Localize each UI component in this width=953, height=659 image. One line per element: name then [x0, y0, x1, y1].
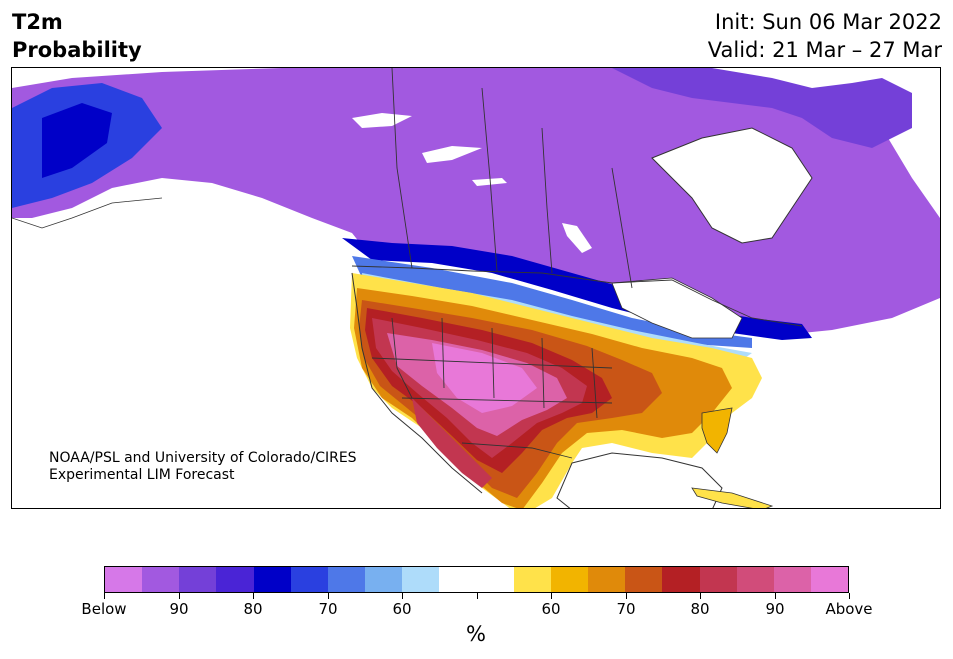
colorbar-swatch	[402, 567, 440, 592]
boundaries	[351, 68, 803, 459]
colorbar	[104, 566, 849, 593]
init-date: Init: Sun 06 Mar 2022	[714, 10, 942, 34]
colorbar-tick	[775, 593, 776, 599]
colorbar-swatch	[365, 567, 403, 592]
colorbar-tick-label: Below	[81, 600, 127, 618]
colorbar-swatch	[327, 567, 366, 592]
colorbar-swatch	[253, 567, 291, 592]
map-title: T2m Probability	[12, 8, 142, 64]
colorbar-tick	[402, 593, 403, 599]
quantity-label: Probability	[12, 38, 142, 62]
colorbar-swatch	[736, 567, 774, 592]
cuba	[691, 487, 774, 508]
colorbar-tick-label: 70	[318, 600, 338, 618]
map-canvas	[12, 68, 940, 508]
colorbar-swatch	[105, 567, 143, 592]
colorbar-tick-label: 60	[541, 600, 561, 618]
colorbar-swatch	[476, 567, 514, 592]
credit-line-1: NOAA/PSL and University of Colorado/CIRE…	[49, 450, 357, 466]
colorbar-tick	[253, 593, 254, 599]
colorbar-tick	[179, 593, 180, 599]
canada-below-field	[12, 68, 940, 333]
colorbar-swatch	[290, 567, 328, 592]
colorbar-tick-label: 70	[616, 600, 636, 618]
colorbar-tick-label: Above	[825, 600, 873, 618]
colorbar-tick-label: 60	[392, 600, 412, 618]
colorbar-tick-label: 90	[765, 600, 785, 618]
northern-islands	[612, 68, 912, 148]
colorbar-tick	[849, 593, 850, 599]
colorbar-swatch	[550, 567, 589, 592]
variable-label: T2m	[12, 10, 63, 34]
mexico-above	[412, 398, 492, 488]
florida	[701, 407, 733, 454]
colorbar-swatch	[179, 567, 217, 592]
colorbar-swatch	[588, 567, 626, 592]
colorbar-unit: %	[466, 622, 486, 646]
colorbar-swatch	[699, 567, 737, 592]
colorbar-swatch	[439, 567, 477, 592]
colorbar-tick-label: 80	[243, 600, 263, 618]
colorbar-swatch	[142, 567, 180, 592]
gulf-of-mexico	[556, 452, 723, 508]
colorbar-tick	[700, 593, 701, 599]
valid-range: Valid: 21 Mar – 27 Mar	[707, 38, 942, 62]
colorbar-tick	[104, 593, 105, 599]
colorbar-tick-label: 90	[169, 600, 189, 618]
colorbar-swatch	[216, 567, 254, 592]
hudson-bay	[651, 127, 813, 244]
colorbar-swatch	[625, 567, 663, 592]
great-lakes-neutral	[611, 277, 743, 339]
colorbar-swatch	[773, 567, 811, 592]
colorbar-swatch	[662, 567, 700, 592]
probability-map	[11, 67, 941, 509]
colorbar-tick	[477, 593, 478, 599]
colorbar-swatch	[513, 567, 551, 592]
colorbar-tick-label: 80	[690, 600, 710, 618]
forecast-dates: Init: Sun 06 Mar 2022 Valid: 21 Mar – 27…	[708, 8, 942, 64]
colorbar-swatch	[810, 567, 849, 592]
colorbar-tick	[328, 593, 329, 599]
colorbar-tick	[551, 593, 552, 599]
credit-line-2: Experimental LIM Forecast	[49, 467, 235, 483]
map-credit: NOAA/PSL and University of Colorado/CIRE…	[49, 450, 357, 484]
colorbar-tick	[626, 593, 627, 599]
